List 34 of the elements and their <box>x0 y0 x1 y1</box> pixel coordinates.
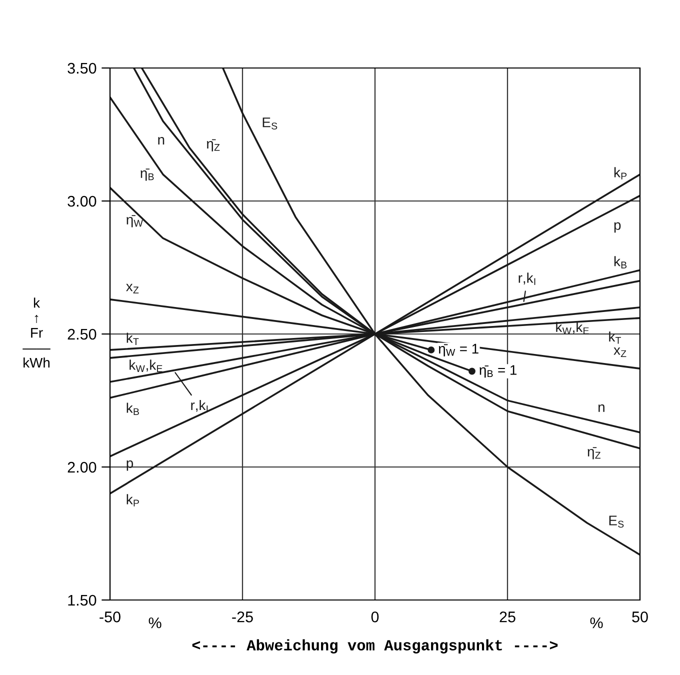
text: p <box>614 222 621 233</box>
series-label: k$_{B}$ <box>614 256 627 268</box>
series-label: k$_{P}$ <box>614 167 627 180</box>
text: n <box>598 404 604 412</box>
text: η̄$_{Z}$ <box>206 139 220 152</box>
annotation: η̄$_{W}$ = 1 <box>438 344 478 356</box>
y-tick-label: 3.50 <box>68 62 96 74</box>
text: % <box>590 617 603 628</box>
x-axis-title: <---- Abweichung vom Ausgangspunkt ----> <box>192 639 558 654</box>
text: k$_{P}$ <box>126 494 139 506</box>
x-tick-label: -25 <box>232 612 253 622</box>
annotation: η̄$_{B}$ = 1 <box>480 365 517 378</box>
y-tick-label: 2.00 <box>68 462 96 473</box>
y-axis-title: k ↑ Fr ―― kWh <box>22 298 50 368</box>
text: E$_{S}$ <box>262 118 278 130</box>
text: x$_{Z}$ <box>614 347 626 357</box>
series-label: η̄$_{Z}$ <box>588 447 600 460</box>
series-label: η̄$_{B}$ <box>140 168 154 181</box>
x-tick-label: 0 <box>371 612 379 622</box>
y-tick-label: 3.00 <box>68 196 96 207</box>
series-label: η̄$_{W}$ <box>126 215 143 228</box>
x-tick-label: 50 <box>632 612 648 622</box>
series-label: k$_{T}$ <box>126 332 139 345</box>
x-tick-label: -50 <box>100 612 120 622</box>
series-label: E$_{S}$ <box>609 516 624 528</box>
y-tick-label: 2.50 <box>68 328 96 340</box>
series-label: n <box>158 137 164 144</box>
text: k$_{B}$ <box>126 402 139 416</box>
y-tick-label: 1.50 <box>68 594 96 606</box>
x-tick-label: 25 <box>500 612 516 622</box>
text: % <box>148 617 162 628</box>
text: r,k$_{I}$ <box>518 272 536 285</box>
series-label: k$_{W}$,k$_{E}$ <box>130 360 162 372</box>
series-label: x$_{Z}$ <box>126 284 139 294</box>
